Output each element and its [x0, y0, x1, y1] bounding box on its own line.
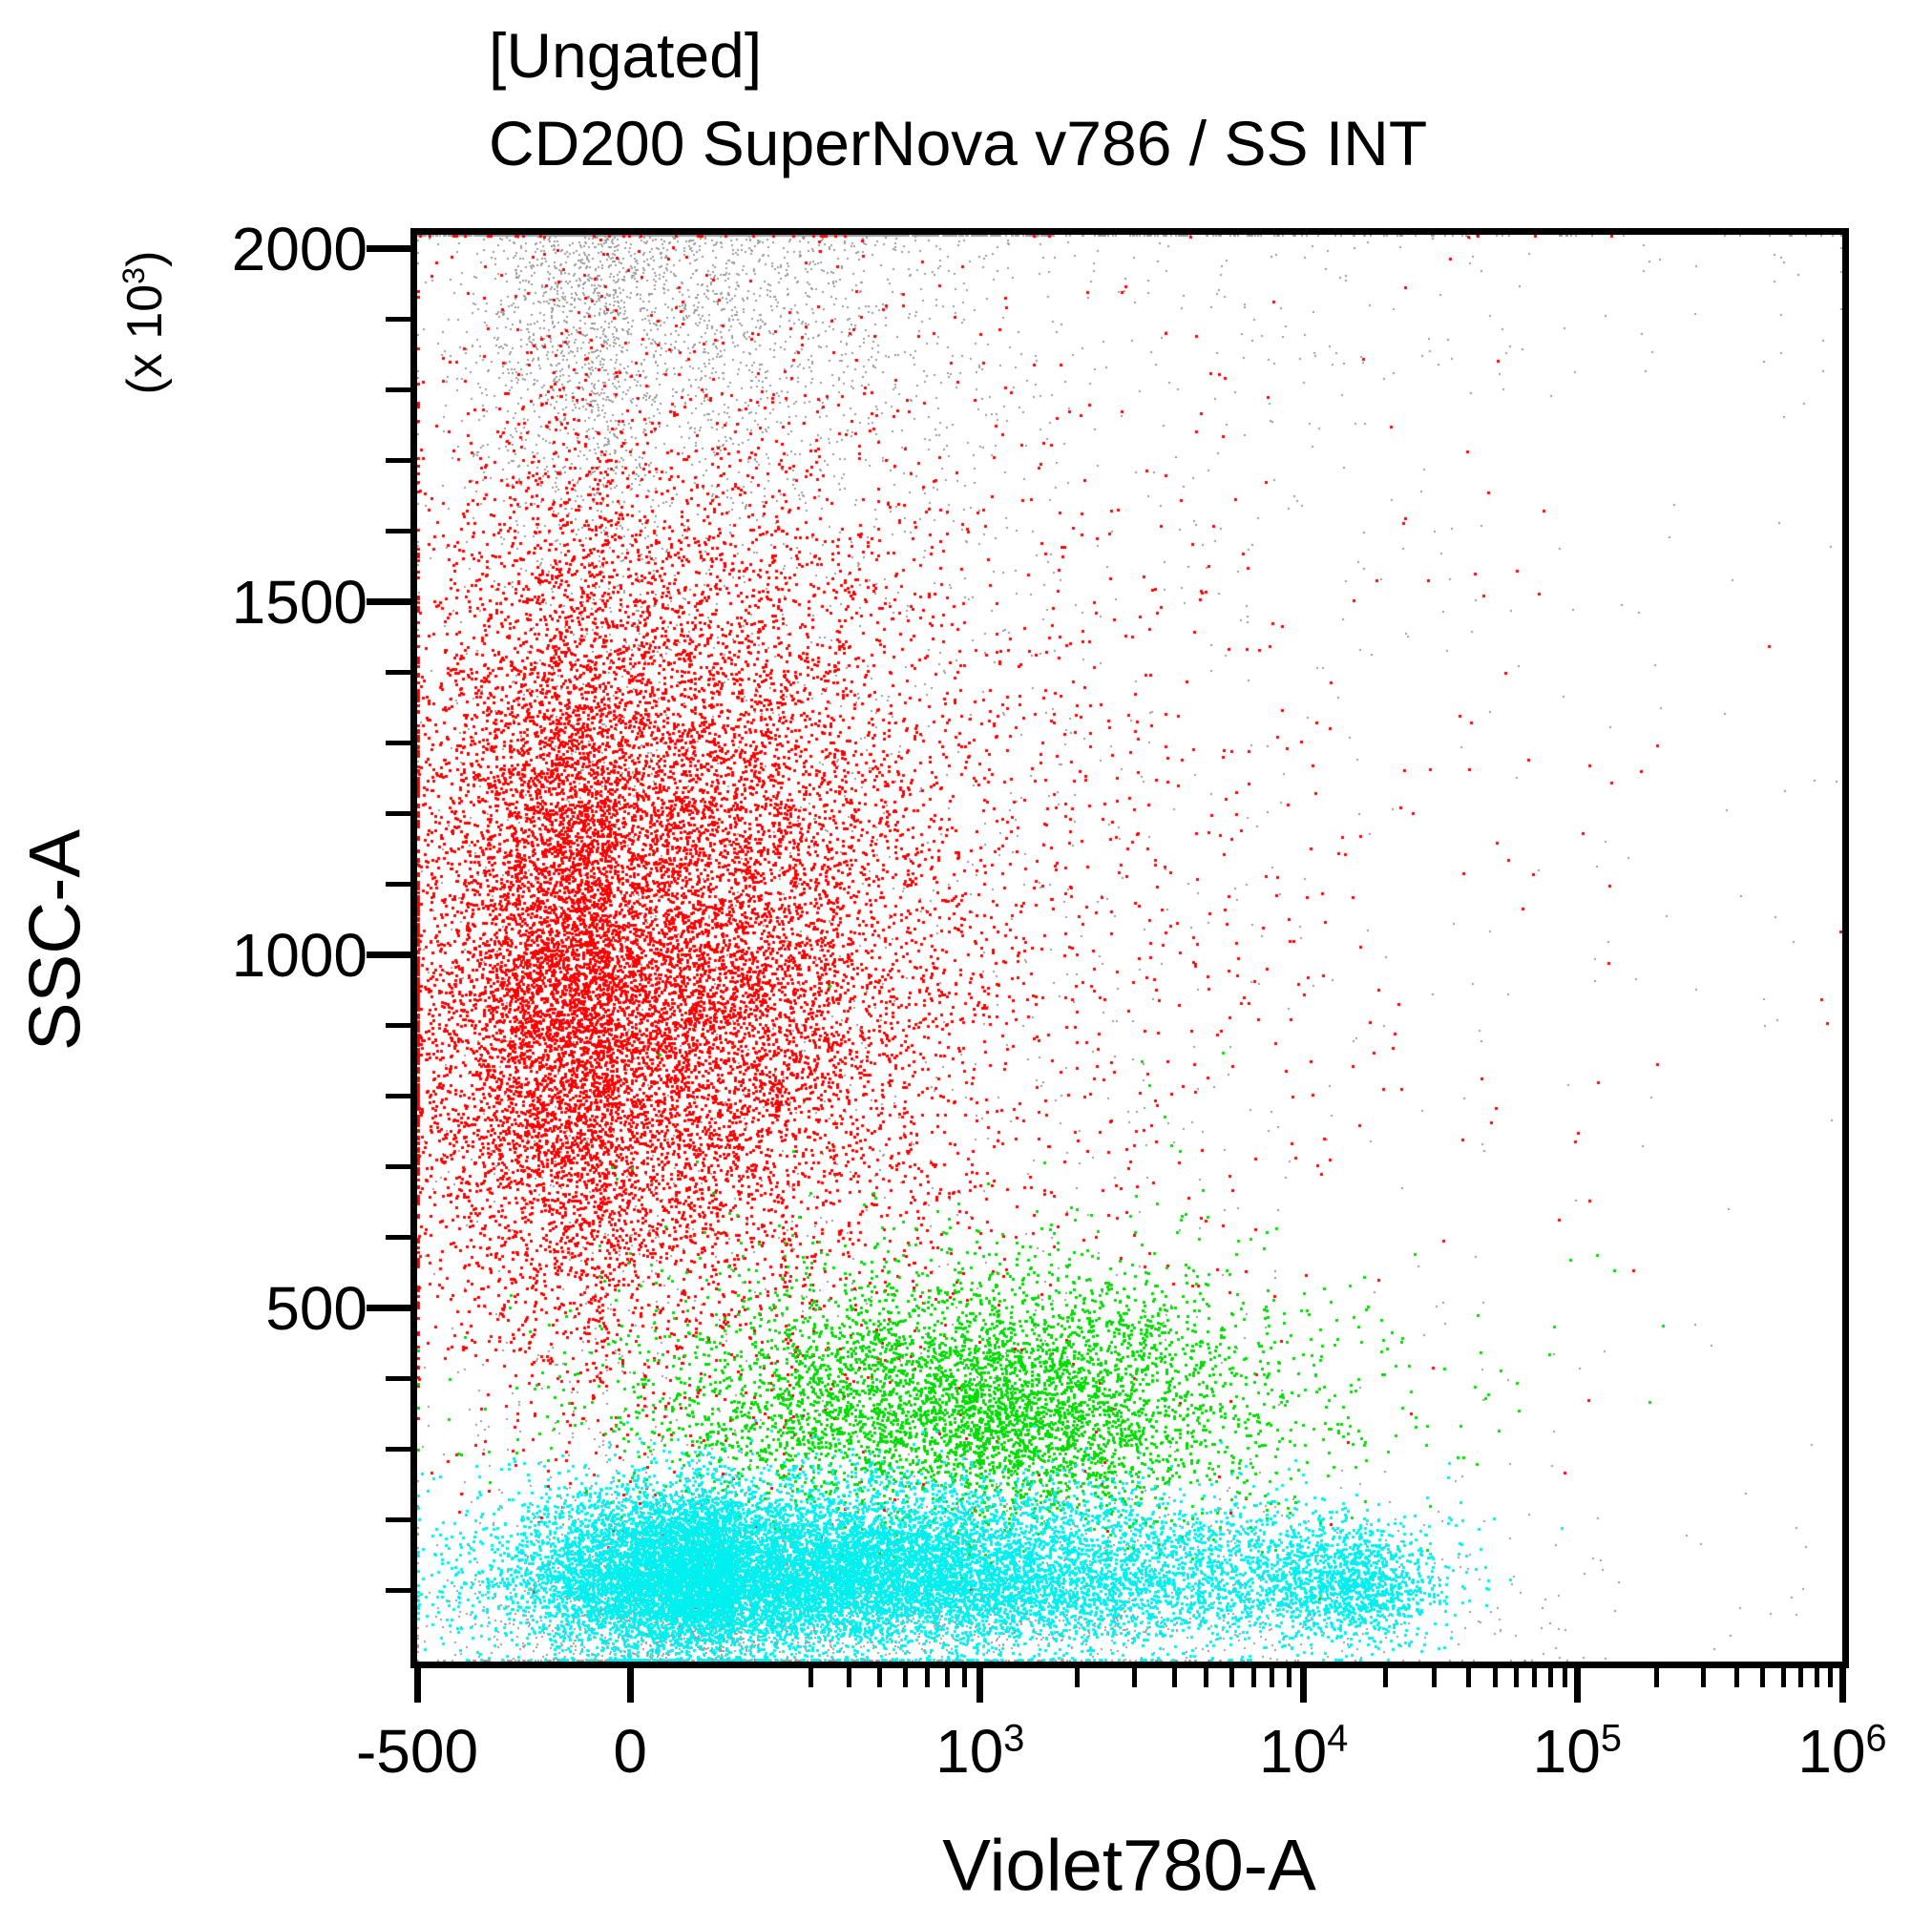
y-minor-tick — [386, 1164, 410, 1170]
y-minor-tick — [386, 387, 410, 393]
x-minor-tick — [924, 1668, 930, 1687]
x-minor-tick — [876, 1668, 882, 1687]
x-minor-tick — [944, 1668, 950, 1687]
x-minor-tick — [1431, 1668, 1437, 1687]
plot-title: [Ungated] CD200 SuperNova v786 / SS INT — [489, 11, 1427, 187]
x-tick-label: 106 — [1797, 1717, 1887, 1786]
x-minor-tick — [846, 1668, 851, 1687]
x-major-tick — [976, 1668, 984, 1703]
y-minor-tick — [386, 811, 410, 817]
y-major-tick — [367, 245, 410, 253]
x-minor-tick — [808, 1668, 814, 1687]
x-minor-tick — [1383, 1668, 1389, 1687]
y-minor-tick — [386, 1517, 410, 1523]
y-minor-tick — [386, 317, 410, 323]
y-minor-tick — [386, 1588, 410, 1594]
x-minor-tick — [1492, 1668, 1498, 1687]
y-tick-label: 1500 — [231, 567, 368, 637]
y-minor-tick — [386, 1094, 410, 1099]
x-tick-label: 103 — [935, 1717, 1025, 1786]
x-minor-tick — [1548, 1668, 1554, 1687]
x-tick-label: -500 — [355, 1717, 479, 1786]
y-minor-tick — [386, 1376, 410, 1382]
y-minor-tick — [386, 529, 410, 534]
x-major-tick — [1573, 1668, 1581, 1703]
x-minor-tick — [1798, 1668, 1804, 1687]
x-minor-tick — [1172, 1668, 1178, 1687]
x-major-tick — [1300, 1668, 1308, 1703]
x-minor-tick — [1514, 1668, 1520, 1687]
y-major-tick — [367, 952, 410, 959]
y-minor-tick — [386, 741, 410, 746]
x-minor-tick — [1814, 1668, 1819, 1687]
x-major-tick — [413, 1668, 421, 1703]
y-scale-open: (x 10 — [117, 283, 174, 395]
x-minor-tick — [1286, 1668, 1292, 1687]
y-minor-tick — [386, 458, 410, 464]
x-minor-tick — [1562, 1668, 1567, 1687]
y-tick-label: 2000 — [231, 214, 368, 283]
y-tick-label: 500 — [265, 1273, 368, 1343]
y-major-tick — [367, 598, 410, 606]
x-tick-label: 104 — [1259, 1717, 1349, 1786]
y-minor-tick — [386, 1447, 410, 1453]
x-tick-label: 105 — [1532, 1717, 1622, 1786]
scatter-canvas — [417, 235, 1842, 1662]
x-minor-tick — [1270, 1668, 1275, 1687]
x-tick-label: 0 — [613, 1717, 647, 1786]
x-minor-tick — [1131, 1668, 1137, 1687]
x-minor-tick — [1075, 1668, 1081, 1687]
x-major-tick — [626, 1668, 634, 1703]
x-minor-tick — [1204, 1668, 1209, 1687]
x-minor-tick — [1701, 1668, 1707, 1687]
x-minor-tick — [1759, 1668, 1765, 1687]
y-minor-tick — [386, 1235, 410, 1241]
y-major-tick — [367, 1305, 410, 1312]
x-minor-tick — [961, 1668, 967, 1687]
y-minor-tick — [386, 670, 410, 676]
x-minor-tick — [1532, 1668, 1538, 1687]
x-minor-tick — [1780, 1668, 1786, 1687]
x-minor-tick — [1250, 1668, 1256, 1687]
y-minor-tick — [386, 882, 410, 888]
x-axis-label: Violet780-A — [942, 1825, 1316, 1907]
x-minor-tick — [1228, 1668, 1234, 1687]
x-minor-tick — [1734, 1668, 1740, 1687]
y-minor-tick — [386, 1023, 410, 1029]
gate-title: [Ungated] — [489, 20, 763, 91]
x-minor-tick — [1827, 1668, 1833, 1687]
y-tick-label: 1000 — [231, 920, 368, 990]
x-major-tick — [1838, 1668, 1846, 1703]
x-minor-tick — [1654, 1668, 1660, 1687]
plot-frame — [410, 228, 1849, 1668]
x-minor-tick — [903, 1668, 909, 1687]
x-minor-tick — [1465, 1668, 1471, 1687]
parameters-title: CD200 SuperNova v786 / SS INT — [489, 108, 1428, 178]
